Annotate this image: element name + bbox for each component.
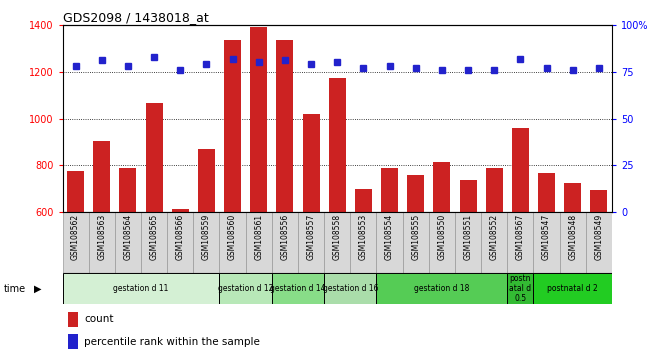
Bar	[303, 114, 320, 212]
FancyBboxPatch shape	[193, 212, 220, 273]
Bar	[198, 149, 215, 212]
FancyBboxPatch shape	[298, 212, 324, 273]
FancyBboxPatch shape	[324, 273, 376, 304]
Text: gestation d 16: gestation d 16	[322, 284, 378, 293]
Text: GSM108554: GSM108554	[385, 214, 394, 261]
FancyBboxPatch shape	[324, 212, 350, 273]
Bar	[250, 27, 267, 212]
FancyBboxPatch shape	[89, 212, 115, 273]
Bar	[538, 172, 555, 212]
Text: count: count	[84, 314, 114, 324]
FancyBboxPatch shape	[534, 273, 612, 304]
FancyBboxPatch shape	[455, 212, 481, 273]
Text: time: time	[3, 284, 26, 293]
FancyBboxPatch shape	[534, 212, 559, 273]
Text: GSM108561: GSM108561	[254, 214, 263, 260]
Text: postn
atal d
0.5: postn atal d 0.5	[509, 274, 532, 303]
Text: GSM108557: GSM108557	[307, 214, 316, 261]
FancyBboxPatch shape	[63, 212, 89, 273]
FancyBboxPatch shape	[376, 273, 507, 304]
FancyBboxPatch shape	[403, 212, 429, 273]
Text: GSM108562: GSM108562	[71, 214, 80, 260]
FancyBboxPatch shape	[272, 273, 324, 304]
Bar	[564, 183, 581, 212]
Bar	[119, 168, 136, 212]
FancyBboxPatch shape	[220, 212, 245, 273]
Bar	[590, 190, 607, 212]
Text: GSM108550: GSM108550	[438, 214, 446, 261]
Text: GSM108552: GSM108552	[490, 214, 499, 260]
Text: GSM108567: GSM108567	[516, 214, 525, 261]
Text: GSM108548: GSM108548	[569, 214, 577, 260]
Text: GSM108565: GSM108565	[149, 214, 159, 261]
Text: GSM108558: GSM108558	[333, 214, 342, 260]
FancyBboxPatch shape	[481, 212, 507, 273]
Text: gestation d 18: gestation d 18	[414, 284, 470, 293]
FancyBboxPatch shape	[559, 212, 586, 273]
Text: GSM108551: GSM108551	[463, 214, 472, 260]
FancyBboxPatch shape	[507, 212, 534, 273]
Bar	[512, 128, 529, 212]
Text: GSM108555: GSM108555	[411, 214, 420, 261]
Text: GSM108549: GSM108549	[594, 214, 603, 261]
Bar	[93, 141, 111, 212]
Text: GSM108560: GSM108560	[228, 214, 237, 261]
Text: GSM108559: GSM108559	[202, 214, 211, 261]
Text: GSM108564: GSM108564	[124, 214, 132, 261]
Bar	[68, 334, 78, 349]
FancyBboxPatch shape	[245, 212, 272, 273]
Text: gestation d 12: gestation d 12	[218, 284, 273, 293]
FancyBboxPatch shape	[272, 212, 298, 273]
FancyBboxPatch shape	[63, 273, 220, 304]
FancyBboxPatch shape	[141, 212, 167, 273]
Text: GSM108556: GSM108556	[280, 214, 290, 261]
Bar	[276, 40, 293, 212]
Text: GSM108563: GSM108563	[97, 214, 106, 261]
Text: gestation d 11: gestation d 11	[113, 284, 168, 293]
FancyBboxPatch shape	[167, 212, 193, 273]
Text: ▶: ▶	[34, 284, 41, 293]
Text: GSM108553: GSM108553	[359, 214, 368, 261]
Bar	[224, 40, 241, 212]
Bar	[407, 175, 424, 212]
FancyBboxPatch shape	[376, 212, 403, 273]
FancyBboxPatch shape	[350, 212, 376, 273]
Bar	[172, 209, 189, 212]
Bar	[355, 189, 372, 212]
Bar	[145, 103, 163, 212]
Text: postnatal d 2: postnatal d 2	[547, 284, 598, 293]
FancyBboxPatch shape	[115, 212, 141, 273]
Bar	[459, 179, 476, 212]
FancyBboxPatch shape	[429, 212, 455, 273]
Bar	[329, 78, 345, 212]
Text: GSM108547: GSM108547	[542, 214, 551, 261]
Bar	[381, 168, 398, 212]
Text: GSM108566: GSM108566	[176, 214, 185, 261]
Text: gestation d 14: gestation d 14	[270, 284, 326, 293]
Bar	[67, 171, 84, 212]
FancyBboxPatch shape	[507, 273, 534, 304]
Bar	[68, 312, 78, 327]
Text: GDS2098 / 1438018_at: GDS2098 / 1438018_at	[63, 11, 209, 24]
Bar	[434, 162, 450, 212]
FancyBboxPatch shape	[220, 273, 272, 304]
FancyBboxPatch shape	[586, 212, 612, 273]
Text: percentile rank within the sample: percentile rank within the sample	[84, 337, 261, 347]
Bar	[486, 168, 503, 212]
